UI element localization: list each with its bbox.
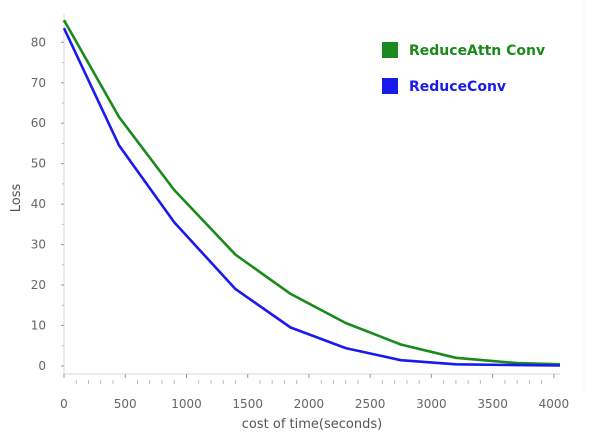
y-tick-label: 70 bbox=[31, 76, 46, 90]
legend: ReduceAttn Conv ReduceConv bbox=[382, 42, 545, 95]
x-tick-label: 500 bbox=[114, 397, 137, 411]
y-tick-label: 40 bbox=[31, 197, 46, 211]
chart-axes bbox=[63, 2, 585, 394]
y-tick-label: 80 bbox=[31, 35, 46, 49]
y-axis-ticks: 0 10 20 30 40 50 60 70 80 bbox=[31, 21, 64, 373]
x-tick-label: 1500 bbox=[232, 397, 263, 411]
x-tick-label: 1000 bbox=[171, 397, 202, 411]
x-tick-label: 2500 bbox=[355, 397, 386, 411]
y-tick-label: 10 bbox=[31, 318, 46, 332]
y-tick-label: 50 bbox=[31, 157, 46, 171]
y-tick-label: 30 bbox=[31, 238, 46, 252]
series-line-2 bbox=[62, 27, 561, 367]
y-tick-label: 0 bbox=[38, 359, 46, 373]
x-tick-label: 3000 bbox=[416, 397, 447, 411]
x-axis-ticks: 0 500 1000 1500 2000 2500 3000 3500 4000 bbox=[60, 374, 569, 411]
y-tick-label: 60 bbox=[31, 116, 46, 130]
x-tick-label: 4000 bbox=[539, 397, 570, 411]
series-line-1 bbox=[62, 19, 561, 366]
legend-swatch bbox=[382, 78, 398, 94]
x-tick-label: 2000 bbox=[294, 397, 325, 411]
x-tick-label: 3500 bbox=[477, 397, 508, 411]
legend-label: ReduceAttn Conv bbox=[409, 43, 545, 59]
series-lines bbox=[62, 19, 561, 367]
y-axis-title: Loss bbox=[9, 184, 24, 213]
x-tick-label: 0 bbox=[60, 397, 68, 411]
legend-swatch bbox=[382, 42, 398, 58]
legend-label: ReduceConv bbox=[409, 79, 506, 95]
x-axis-title: cost of time(seconds) bbox=[242, 417, 382, 432]
y-tick-label: 20 bbox=[31, 278, 46, 292]
